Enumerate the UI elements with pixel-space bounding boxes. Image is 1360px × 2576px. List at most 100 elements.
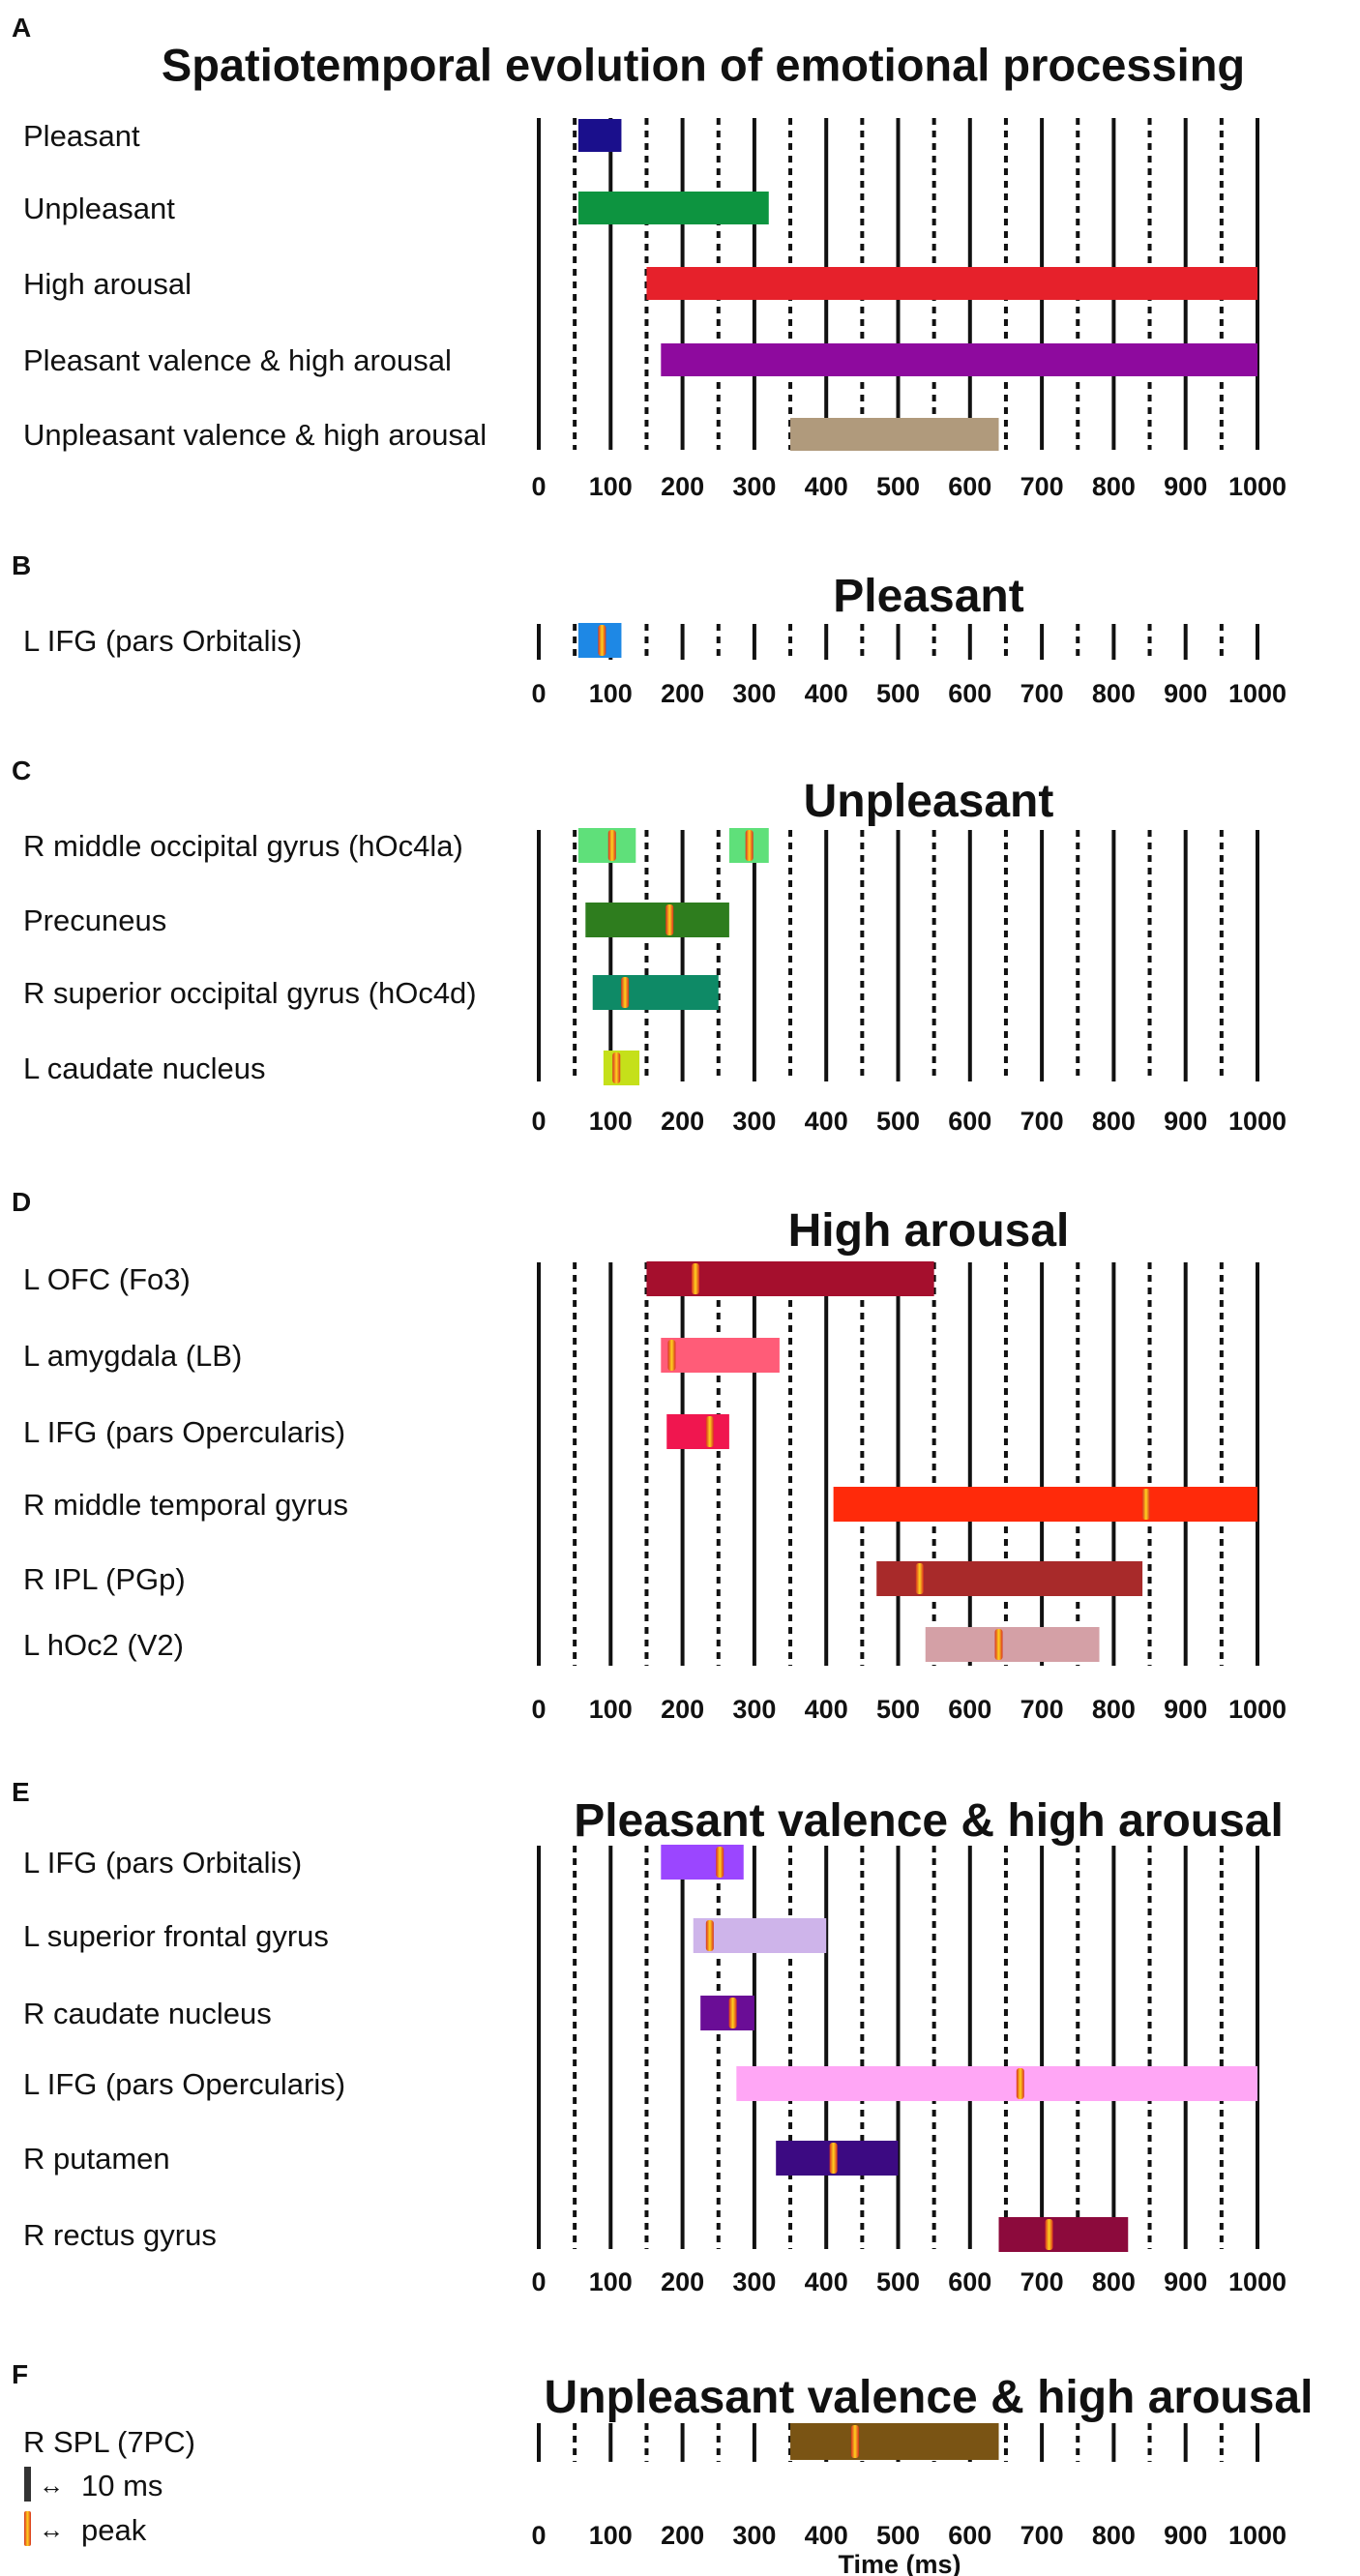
gridlines xyxy=(537,624,1259,660)
timeline-bar xyxy=(736,2066,1257,2101)
timeline-bar xyxy=(925,1627,1100,1662)
gridlines xyxy=(537,1262,1259,1666)
timeline-bar xyxy=(666,1414,729,1449)
timeline-bar xyxy=(693,1918,827,1953)
tick-label: 100 xyxy=(589,1107,633,1136)
timeline-bar xyxy=(833,1487,1257,1522)
tick-label: 500 xyxy=(876,1695,920,1724)
timeline-bar xyxy=(577,119,622,152)
timeline-bar xyxy=(700,1996,754,2030)
panel-A: A Spatiotemporal evolution of emotional p… xyxy=(12,13,1286,501)
tick-label: 600 xyxy=(948,2267,991,2296)
tick-label: 800 xyxy=(1092,2521,1136,2550)
tick-label: 700 xyxy=(1020,679,1064,708)
panel-C: C Unpleasant R middle occipital gyrus (hOc… xyxy=(12,755,1286,1136)
row-label: R superior occipital gyrus (hOc4d) xyxy=(23,976,477,1010)
tick-label: 500 xyxy=(876,2521,920,2550)
tick-label: 200 xyxy=(661,1107,704,1136)
row-label: L IFG (pars Orbitalis) xyxy=(23,624,302,658)
double-arrow-icon: ↔ xyxy=(39,2471,64,2500)
peak-marker xyxy=(1016,2068,1024,2099)
gridlines xyxy=(537,1846,1259,2249)
row-label: R SPL (7PC) xyxy=(23,2425,195,2459)
tick-label: 300 xyxy=(732,2521,776,2550)
tick-label: 1000 xyxy=(1228,2267,1286,2296)
row-label: L OFC (Fo3) xyxy=(23,1262,191,1296)
tick-label: 0 xyxy=(531,2267,546,2296)
tick-label: 100 xyxy=(589,679,633,708)
panel-letter: B xyxy=(12,550,31,580)
tick-label: 600 xyxy=(948,1695,991,1724)
row-label: Pleasant xyxy=(23,119,140,153)
tick-label: 200 xyxy=(661,679,704,708)
x-axis-label: Time (ms) xyxy=(838,2550,961,2576)
tick-label: 1000 xyxy=(1228,1107,1286,1136)
tick-label: 0 xyxy=(531,472,546,501)
peak-marker xyxy=(667,1340,676,1371)
panel-title: Unpleasant valence & high arousal xyxy=(545,2372,1314,2423)
row-label: High arousal xyxy=(23,267,192,301)
panel-title: Pleasant xyxy=(833,571,1023,622)
row-label: Precuneus xyxy=(23,903,166,937)
tick-label: 300 xyxy=(732,2267,776,2296)
tick-label: 0 xyxy=(531,2521,546,2550)
timeline-bar xyxy=(646,267,1257,300)
tick-label: 500 xyxy=(876,472,920,501)
double-arrow-icon: ↔ xyxy=(39,2515,64,2544)
row-label: L hOc2 (V2) xyxy=(23,1628,184,1662)
tick-label: 800 xyxy=(1092,1695,1136,1724)
tick-label: 900 xyxy=(1164,2521,1207,2550)
tick-label: 1000 xyxy=(1228,472,1286,501)
panel-D: D High arousal L OFC (Fo3) L amygdala (LB) L… xyxy=(12,1187,1286,1724)
tick-label: 400 xyxy=(805,1107,848,1136)
row-label: L amygdala (LB) xyxy=(23,1339,242,1373)
panel-title: Spatiotemporal evolution of emotional pr… xyxy=(162,40,1245,91)
row-label: L IFG (pars Orbitalis) xyxy=(23,1846,302,1880)
legend-peak-swatch xyxy=(24,2511,31,2546)
peak-marker xyxy=(612,1052,621,1083)
timeline-bar xyxy=(998,2217,1129,2252)
peak-marker xyxy=(1141,1489,1150,1520)
legend-bar-label: 10 ms xyxy=(81,2469,163,2502)
tick-label: 900 xyxy=(1164,1107,1207,1136)
panel-letter: C xyxy=(12,755,31,785)
peak-marker xyxy=(705,1920,714,1951)
row-label: R rectus gyrus xyxy=(23,2218,217,2252)
tick-label: 900 xyxy=(1164,1695,1207,1724)
timeline-bar xyxy=(592,975,719,1010)
tick-label: 700 xyxy=(1020,472,1064,501)
peak-marker xyxy=(607,830,616,861)
tick-label: 200 xyxy=(661,1695,704,1724)
panel-E: E Pleasant valence & high arousal L IFG (p… xyxy=(12,1777,1286,2296)
row-label: R middle occipital gyrus (hOc4la) xyxy=(23,829,463,863)
tick-label: 100 xyxy=(589,2267,633,2296)
tick-label: 400 xyxy=(805,2267,848,2296)
tick-label: 300 xyxy=(732,1695,776,1724)
legend: ↔ 10 ms ↔ peak xyxy=(24,2467,163,2547)
tick-label: 100 xyxy=(589,2521,633,2550)
peak-marker xyxy=(1045,2219,1053,2250)
tick-label: 300 xyxy=(732,1107,776,1136)
panel-letter: F xyxy=(12,2359,28,2389)
tick-label: 0 xyxy=(531,1695,546,1724)
timeline-bar xyxy=(661,1845,744,1880)
row-label: Pleasant valence & high arousal xyxy=(23,343,452,377)
tick-label: 500 xyxy=(876,679,920,708)
tick-label: 300 xyxy=(732,679,776,708)
timeline-bar xyxy=(603,1051,640,1085)
tick-label: 1000 xyxy=(1228,679,1286,708)
tick-label: 1000 xyxy=(1228,2521,1286,2550)
tick-label: 1000 xyxy=(1228,1695,1286,1724)
tick-label: 400 xyxy=(805,2521,848,2550)
tick-label: 600 xyxy=(948,1107,991,1136)
tick-label: 700 xyxy=(1020,2521,1064,2550)
tick-label: 200 xyxy=(661,472,704,501)
timeline-bar xyxy=(790,418,999,451)
panel-letter: A xyxy=(12,13,31,43)
panel-letter: E xyxy=(12,1777,30,1807)
tick-label: 400 xyxy=(805,1695,848,1724)
tick-label: 100 xyxy=(589,1695,633,1724)
row-label: Unpleasant valence & high arousal xyxy=(23,418,487,452)
tick-label: 200 xyxy=(661,2267,704,2296)
